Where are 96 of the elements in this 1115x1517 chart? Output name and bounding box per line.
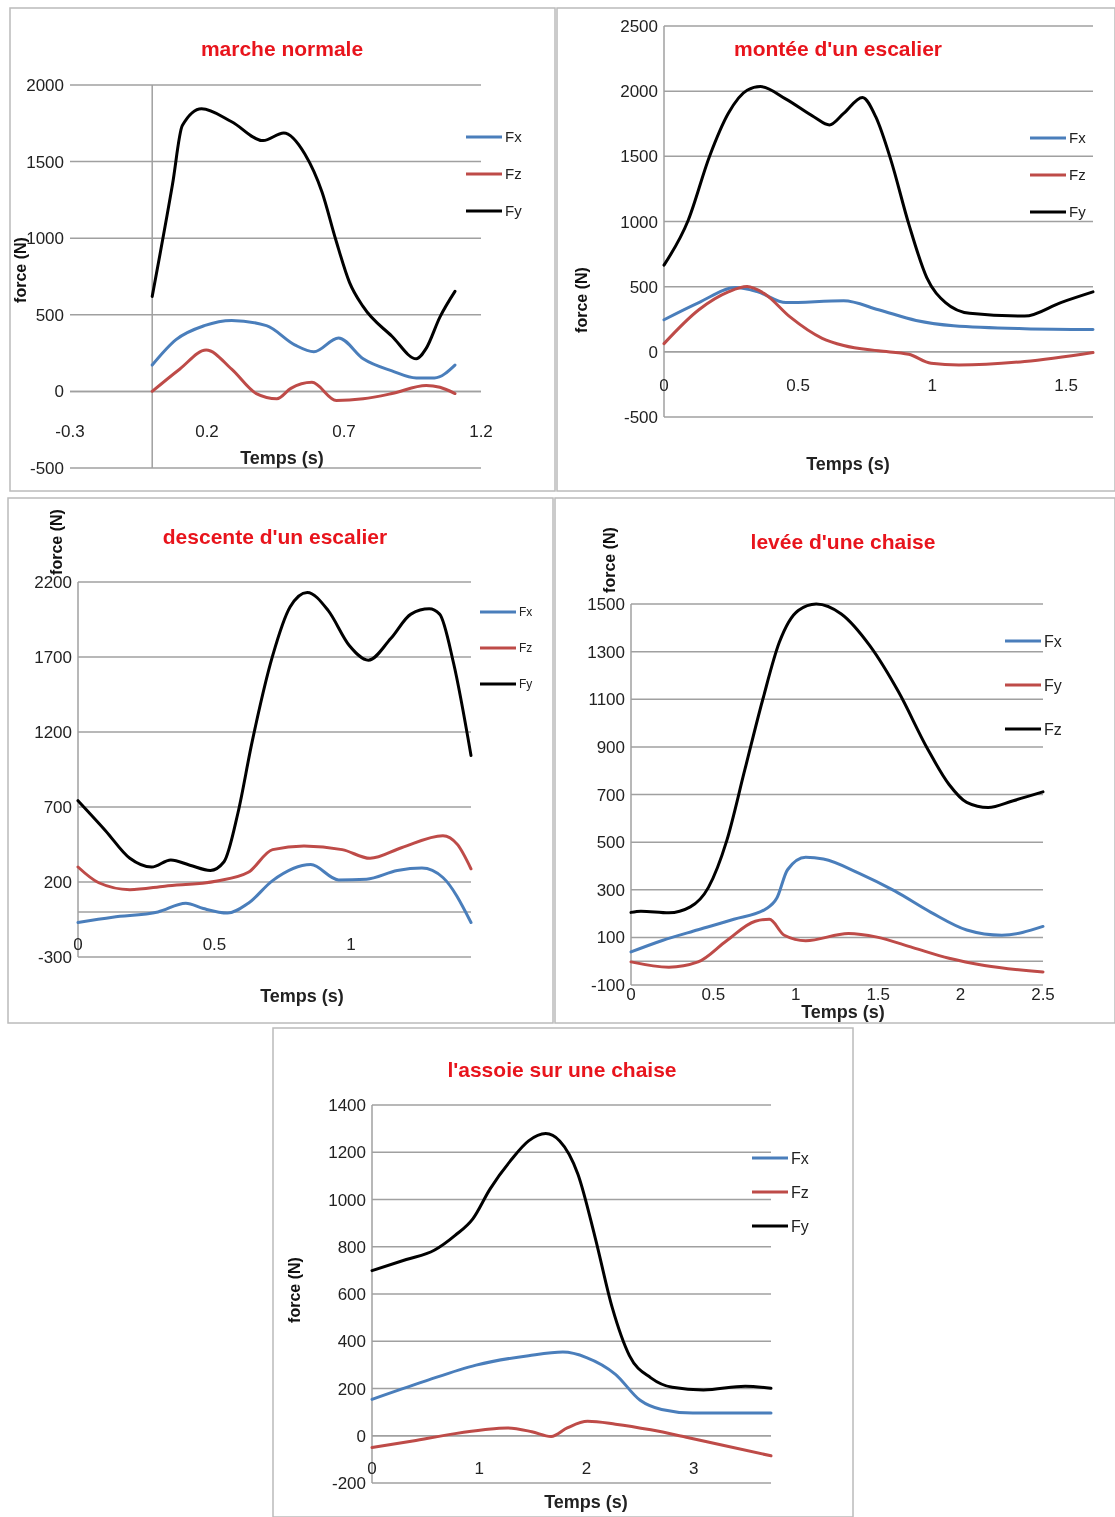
line-series	[370, 1350, 773, 1415]
line-series	[76, 834, 473, 892]
y-tick-label: 1300	[587, 642, 625, 662]
x-tick-label: 0.5	[202, 935, 227, 954]
y-tick-label: 1500	[587, 595, 625, 614]
y-tick-label: -100	[590, 976, 625, 995]
y-tick-label: -300	[37, 948, 72, 967]
x-tick-label: 1	[927, 376, 937, 395]
x-axis-title: Temps (s)	[806, 454, 890, 474]
y-tick-label: 0	[356, 1426, 366, 1446]
x-tick-label: 1	[474, 1459, 484, 1478]
y-tick-label: 200	[337, 1379, 366, 1399]
legend-label: Fz	[1044, 720, 1062, 738]
line-series	[76, 863, 473, 924]
line-series	[150, 318, 457, 380]
y-tick-label: 500	[629, 277, 658, 297]
line-series	[76, 591, 473, 872]
y-tick-label: 500	[35, 305, 64, 325]
y-tick-label: 1500	[620, 147, 658, 167]
x-tick-label: 3	[689, 1459, 699, 1478]
y-tick-label: 700	[43, 798, 72, 817]
y-tick-label: 500	[596, 833, 625, 853]
y-tick-label: 1700	[34, 648, 72, 667]
y-tick-label: 700	[596, 785, 625, 805]
y-tick-label: 2000	[26, 76, 64, 95]
legend-label: Fx	[791, 1149, 809, 1167]
y-tick-label: 1200	[328, 1143, 366, 1163]
text: montée d'un escalier	[733, 37, 943, 60]
y-axis-title: force (N)	[12, 237, 29, 303]
line-series	[150, 107, 457, 361]
line-series	[150, 348, 457, 402]
y-tick-label: 1000	[26, 229, 64, 249]
line-series	[629, 917, 1045, 974]
y-tick-label: 1000	[620, 212, 658, 232]
legend-label: Fz	[519, 641, 533, 656]
y-tick-label: -500	[623, 408, 658, 427]
x-tick-label: 1.2	[469, 422, 493, 441]
legend-label: Fy	[505, 202, 523, 220]
y-tick-label: 0	[648, 342, 658, 362]
y-tick-label: 1100	[588, 690, 625, 710]
legend-label: Fy	[1044, 676, 1062, 694]
line-series	[629, 855, 1045, 954]
y-tick-label: 1200	[34, 723, 72, 742]
y-tick-label: 100	[596, 928, 625, 948]
x-tick-label: 0.5	[786, 376, 810, 395]
y-tick-label: 600	[337, 1285, 366, 1304]
legend-label: Fz	[791, 1183, 809, 1201]
x-tick-label: 1	[791, 985, 801, 1004]
legend-label: Fx	[1044, 632, 1062, 650]
line-series	[370, 1132, 773, 1392]
y-axis-title: force (N)	[48, 509, 65, 575]
legend-label: Fy	[519, 677, 533, 692]
y-tick-label: 200	[43, 873, 72, 892]
chart-title: descente d'un escalier	[162, 525, 388, 548]
x-tick-label: 1	[346, 935, 356, 954]
x-axis-title: Temps (s)	[260, 986, 344, 1006]
y-tick-label: -200	[331, 1474, 366, 1493]
legend-label: Fz	[1069, 166, 1086, 184]
y-tick-label: 1400	[328, 1096, 366, 1115]
x-tick-label: -0.3	[55, 422, 85, 441]
line-series	[662, 285, 1095, 367]
y-tick-label: -500	[29, 459, 64, 478]
legend-label: Fz	[505, 165, 522, 183]
x-axis-title: Temps (s)	[544, 1492, 628, 1512]
y-tick-label: 400	[337, 1332, 366, 1352]
x-tick-label: 1.5	[866, 985, 891, 1004]
line-series	[662, 286, 1095, 331]
y-tick-label: 800	[337, 1237, 366, 1257]
x-tick-label: 0.7	[332, 422, 356, 441]
x-tick-label: 0.2	[195, 422, 219, 441]
x-tick-label: 2	[581, 1459, 592, 1478]
y-tick-label: 900	[596, 737, 625, 757]
legend-label: Fy	[791, 1217, 809, 1235]
y-axis-title: force (N)	[286, 1257, 303, 1323]
y-tick-label: 1500	[26, 152, 64, 172]
y-axis-title: force (N)	[573, 267, 590, 333]
line-series	[662, 85, 1095, 318]
x-tick-label: 1.5	[1054, 376, 1079, 395]
x-tick-label: 2.5	[1031, 985, 1055, 1004]
x-axis-title: Temps (s)	[801, 1002, 885, 1022]
legend-label: Fx	[519, 605, 533, 620]
chart-title: l'assoie sur une chaise	[447, 1058, 677, 1081]
legend-label: Fy	[1069, 203, 1087, 221]
y-axis-title: force (N)	[601, 527, 618, 593]
line-series	[370, 1419, 773, 1458]
y-tick-label: 2500	[620, 17, 658, 36]
x-axis-title: Temps (s)	[240, 448, 324, 468]
y-tick-label: 2000	[620, 82, 658, 102]
x-tick-label: 0.5	[701, 985, 726, 1004]
y-tick-label: 300	[596, 880, 625, 900]
chart-title: levée d'une chaise	[750, 530, 936, 553]
x-tick-label: 2	[955, 985, 966, 1004]
chart-title: marche normale	[200, 37, 364, 60]
legend-label: Fx	[505, 128, 523, 146]
y-tick-label: 1000	[328, 1190, 366, 1210]
legend-label: Fx	[1069, 129, 1087, 147]
